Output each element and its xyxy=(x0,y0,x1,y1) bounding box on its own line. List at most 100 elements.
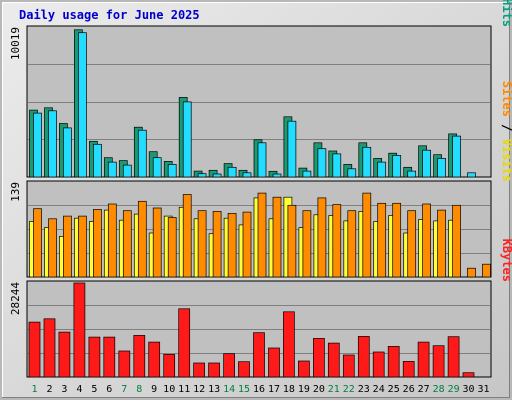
bar-bottom-kbytes-day-12 xyxy=(193,362,205,378)
bar-top-pages-day-25 xyxy=(392,155,402,178)
bar-middle-sites-day-14 xyxy=(227,213,237,278)
bar-top-pages-day-12 xyxy=(197,173,207,178)
bar-bottom-kbytes-day-25 xyxy=(387,346,400,378)
bar-top-pages-day-19 xyxy=(302,170,312,178)
y-axis-max-label-middle: 139 xyxy=(9,182,22,202)
bar-middle-sites-day-21 xyxy=(332,204,342,278)
bar-top-pages-day-15 xyxy=(242,172,252,178)
bar-top-pages-day-9 xyxy=(152,157,162,178)
x-tick-label-day-31: 31 xyxy=(477,384,489,395)
x-tick-label-day-23: 23 xyxy=(358,384,370,395)
x-tick-label-day-10: 10 xyxy=(163,384,175,395)
bar-top-pages-day-10 xyxy=(167,164,177,178)
x-tick-label-day-22: 22 xyxy=(343,384,355,395)
bar-middle-sites-day-26 xyxy=(407,210,417,278)
bar-top-pages-day-20 xyxy=(317,148,327,178)
x-tick-label-day-4: 4 xyxy=(76,384,82,395)
x-tick-label-day-11: 11 xyxy=(178,384,190,395)
x-tick-label-day-24: 24 xyxy=(373,384,385,395)
bar-middle-sites-day-2 xyxy=(48,218,57,278)
bar-middle-sites-day-24 xyxy=(377,202,387,278)
bar-bottom-kbytes-day-27 xyxy=(417,341,430,378)
bar-middle-sites-day-13 xyxy=(212,211,222,278)
bar-bottom-kbytes-day-5 xyxy=(88,336,101,378)
bar-bottom-kbytes-day-1 xyxy=(28,321,41,378)
bar-top-pages-day-13 xyxy=(212,173,222,178)
bar-middle-sites-day-10 xyxy=(167,217,177,278)
y-axis-max-label-bottom: 28244 xyxy=(9,282,22,315)
bar-bottom-kbytes-day-26 xyxy=(402,361,415,378)
bar-middle-sites-day-6 xyxy=(107,203,117,278)
bar-bottom-kbytes-day-24 xyxy=(372,351,385,378)
bar-bottom-kbytes-day-22 xyxy=(342,354,355,378)
bar-middle-sites-day-28 xyxy=(437,209,446,278)
x-tick-label-day-3: 3 xyxy=(61,384,67,395)
x-tick-label-day-30: 30 xyxy=(462,384,474,395)
x-tick-label-day-5: 5 xyxy=(91,384,97,395)
bar-middle-sites-day-15 xyxy=(242,211,252,278)
bar-top-pages-day-6 xyxy=(107,161,117,178)
bar-middle-sites-day-4 xyxy=(78,215,87,278)
side-label-middle: Sites / Visits xyxy=(500,81,512,182)
bar-top-pages-day-3 xyxy=(63,127,72,178)
bar-top-pages-day-8 xyxy=(137,129,147,178)
side-label-middle-part-2: / xyxy=(500,117,512,139)
x-tick-label-day-6: 6 xyxy=(106,384,112,395)
bar-middle-sites-day-22 xyxy=(347,210,357,278)
bar-top-pages-day-27 xyxy=(422,149,431,178)
bar-middle-sites-day-17 xyxy=(272,196,282,278)
bar-bottom-kbytes-day-2 xyxy=(43,318,56,378)
chart-panels: 10019 Pages / Files / Hits 139 Sites / Visi… xyxy=(9,0,512,378)
x-tick-label-day-1: 1 xyxy=(31,384,37,395)
x-tick-label-day-14: 14 xyxy=(223,384,235,395)
bar-bottom-kbytes-day-15 xyxy=(238,361,250,378)
bar-bottom-kbytes-day-28 xyxy=(432,345,445,378)
bar-top-pages-day-30 xyxy=(467,172,476,178)
side-label-bottom: KBytes xyxy=(500,239,512,282)
bar-bottom-kbytes-day-8 xyxy=(133,335,146,378)
panel-middle: 139 Sites / Visits xyxy=(9,81,512,278)
x-tick-label-day-15: 15 xyxy=(238,384,250,395)
x-tick-label-day-28: 28 xyxy=(433,384,445,395)
x-tick-label-day-9: 9 xyxy=(151,384,157,395)
bar-middle-sites-day-7 xyxy=(122,210,132,278)
bar-bottom-kbytes-day-29 xyxy=(447,336,460,378)
panel-bottom: 28244 KBytes xyxy=(9,239,512,378)
bar-middle-sites-day-23 xyxy=(362,192,372,278)
x-tick-label-day-13: 13 xyxy=(208,384,220,395)
bar-bottom-kbytes-day-21 xyxy=(327,342,340,378)
bar-top-pages-day-1 xyxy=(33,112,42,178)
bar-bottom-kbytes-day-14 xyxy=(223,353,235,378)
side-label-middle-part-1: Sites xyxy=(500,81,512,117)
bar-middle-sites-day-3 xyxy=(63,215,72,278)
bar-top-pages-day-17 xyxy=(272,173,282,178)
side-label-top: Pages / Files / Hits xyxy=(500,0,512,27)
bar-top-pages-day-23 xyxy=(362,146,372,178)
x-tick-label-day-8: 8 xyxy=(136,384,142,395)
bar-top-pages-day-4 xyxy=(78,32,87,178)
bar-bottom-kbytes-day-19 xyxy=(298,360,310,378)
bar-bottom-kbytes-day-11 xyxy=(178,308,191,378)
bar-bottom-kbytes-day-16 xyxy=(253,332,265,378)
bar-bottom-kbytes-day-23 xyxy=(357,336,370,378)
side-label-bottom-part-1: KBytes xyxy=(500,239,512,282)
bar-bottom-kbytes-day-7 xyxy=(118,350,131,378)
bar-middle-sites-day-8 xyxy=(137,200,147,278)
bar-bottom-kbytes-day-20 xyxy=(313,338,325,378)
x-tick-label-day-18: 18 xyxy=(283,384,295,395)
bar-bottom-kbytes-day-9 xyxy=(148,341,161,378)
bar-middle-sites-day-18 xyxy=(287,204,297,278)
bar-middle-sites-day-16 xyxy=(257,192,267,278)
bar-middle-sites-day-9 xyxy=(152,207,162,278)
x-axis-labels: 1 2 3 4 5 6 7 8 9 10 11 12 13 14 15 16 17 18 19 20 21 22 23 24 2… xyxy=(31,384,489,395)
x-tick-label-day-27: 27 xyxy=(418,384,430,395)
bar-middle-sites-day-20 xyxy=(317,197,327,278)
side-label-middle-part-3: Visits xyxy=(500,139,512,182)
bar-middle-sites-day-11 xyxy=(182,194,192,278)
bar-top-pages-day-29 xyxy=(452,135,461,178)
panel-top: 10019 Pages / Files / Hits xyxy=(9,0,512,178)
bar-bottom-kbytes-day-10 xyxy=(163,354,176,378)
bar-top-pages-day-14 xyxy=(227,166,237,178)
x-tick-label-day-19: 19 xyxy=(298,384,310,395)
